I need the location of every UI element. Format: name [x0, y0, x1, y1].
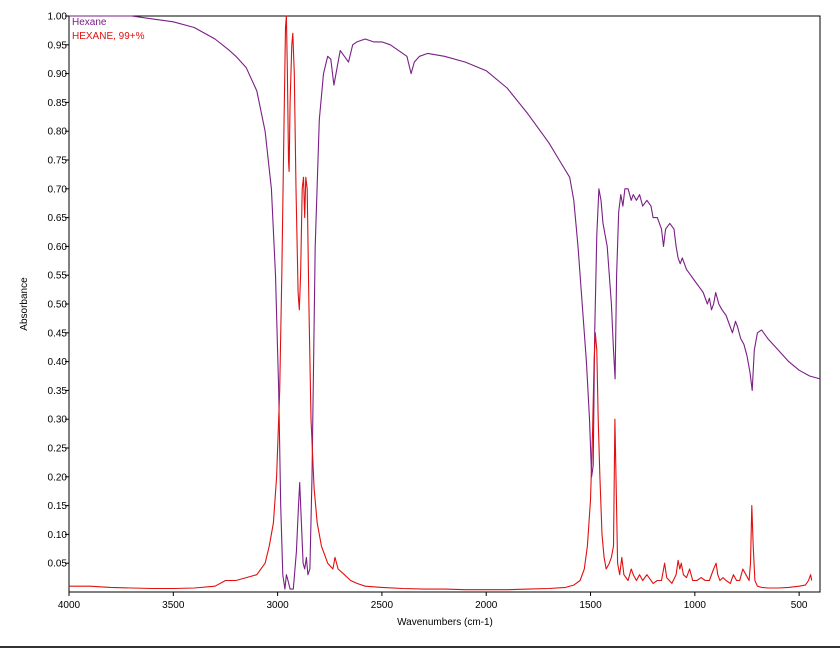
y-tick-label: 0.95	[48, 40, 68, 51]
y-tick-label: 0.90	[48, 69, 68, 80]
y-tick-label: 0.30	[48, 415, 68, 426]
legend-entry-2: HEXANE, 99+%	[72, 31, 145, 42]
series-group	[69, 15, 821, 591]
y-tick-label: 0.05	[48, 559, 68, 570]
y-tick-label: 1.00	[48, 12, 68, 23]
y-tick-label: 0.75	[48, 156, 68, 167]
x-axis-label: Wavenumbers (cm-1)	[397, 617, 493, 628]
y-tick-label: 0.60	[48, 242, 68, 253]
y-tick-label: 0.25	[48, 444, 68, 455]
x-tick-label: 500	[791, 600, 808, 611]
legend-entry-1: Hexane	[72, 17, 107, 28]
y-tick-label: 0.85	[48, 98, 68, 109]
series-line-2	[69, 15, 813, 591]
y-tick-label: 0.15	[48, 501, 68, 512]
series-line-1	[69, 15, 821, 590]
y-tick-label: 0.50	[48, 300, 68, 311]
y-tick-label: 0.70	[48, 184, 68, 195]
x-tick-label: 3500	[162, 600, 185, 611]
y-axis: 0.05 0.10 0.15 0.20 0.25 0.30 0.35 0.40 0.45 0.50…	[48, 12, 69, 570]
y-tick-label: 0.80	[48, 127, 68, 138]
x-axis: 4000 3500 3000 2500 2000 1500 1000 500	[58, 592, 808, 611]
x-tick-label: 2000	[475, 600, 498, 611]
y-tick-label: 0.40	[48, 357, 68, 368]
y-tick-label: 0.65	[48, 213, 68, 224]
y-tick-label: 0.35	[48, 386, 68, 397]
page-bottom-rule	[0, 646, 840, 648]
y-tick-label: 0.45	[48, 328, 68, 339]
y-tick-label: 0.10	[48, 530, 68, 541]
x-tick-label: 1000	[684, 600, 707, 611]
y-tick-label: 0.20	[48, 472, 68, 483]
legend: Hexane HEXANE, 99+%	[72, 17, 145, 42]
x-tick-label: 2500	[371, 600, 394, 611]
y-axis-label: Absorbance	[19, 277, 30, 331]
x-tick-label: 3000	[266, 600, 289, 611]
x-tick-label: 1500	[579, 600, 602, 611]
x-tick-label: 4000	[58, 600, 81, 611]
y-tick-label: 0.55	[48, 271, 68, 282]
